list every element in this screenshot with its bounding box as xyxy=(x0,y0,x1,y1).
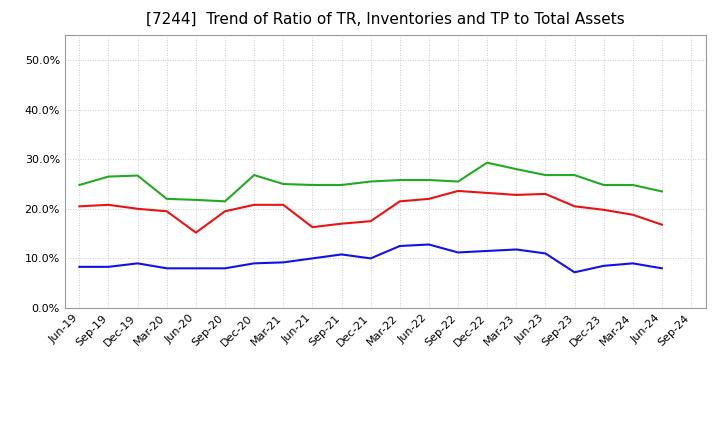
Trade Receivables xyxy=(220,209,229,214)
Inventories xyxy=(657,266,666,271)
Trade Payables xyxy=(657,189,666,194)
Inventories xyxy=(599,263,608,268)
Inventories xyxy=(366,256,375,261)
Trade Payables xyxy=(599,182,608,187)
Trade Payables xyxy=(395,177,404,183)
Inventories xyxy=(337,252,346,257)
Inventories xyxy=(104,264,113,269)
Trade Receivables xyxy=(133,206,142,212)
Inventories xyxy=(220,266,229,271)
Trade Receivables xyxy=(308,224,317,230)
Trade Payables xyxy=(308,182,317,187)
Line: Trade Payables: Trade Payables xyxy=(79,163,662,202)
Trade Payables xyxy=(220,199,229,204)
Trade Receivables xyxy=(629,212,637,217)
Line: Trade Receivables: Trade Receivables xyxy=(79,191,662,233)
Title: [7244]  Trend of Ratio of TR, Inventories and TP to Total Assets: [7244] Trend of Ratio of TR, Inventories… xyxy=(146,12,624,27)
Line: Inventories: Inventories xyxy=(79,245,662,272)
Trade Receivables xyxy=(541,191,550,197)
Inventories xyxy=(163,266,171,271)
Inventories xyxy=(395,243,404,249)
Trade Receivables xyxy=(657,222,666,227)
Trade Receivables xyxy=(425,196,433,202)
Trade Payables xyxy=(366,179,375,184)
Inventories xyxy=(570,270,579,275)
Inventories xyxy=(425,242,433,247)
Inventories xyxy=(454,250,462,255)
Trade Receivables xyxy=(483,190,492,195)
Trade Receivables xyxy=(395,199,404,204)
Trade Payables xyxy=(425,177,433,183)
Trade Receivables xyxy=(192,230,200,235)
Trade Payables xyxy=(512,166,521,172)
Trade Payables xyxy=(279,181,287,187)
Trade Payables xyxy=(104,174,113,179)
Trade Receivables xyxy=(337,221,346,226)
Trade Payables xyxy=(570,172,579,178)
Trade Receivables xyxy=(163,209,171,214)
Trade Payables xyxy=(250,172,258,178)
Trade Receivables xyxy=(599,207,608,213)
Trade Receivables xyxy=(104,202,113,208)
Inventories xyxy=(308,256,317,261)
Trade Receivables xyxy=(250,202,258,208)
Inventories xyxy=(629,261,637,266)
Inventories xyxy=(75,264,84,269)
Inventories xyxy=(483,248,492,253)
Inventories xyxy=(192,266,200,271)
Inventories xyxy=(512,247,521,252)
Trade Receivables xyxy=(570,204,579,209)
Trade Receivables xyxy=(279,202,287,208)
Trade Payables xyxy=(163,196,171,202)
Trade Payables xyxy=(629,182,637,187)
Trade Payables xyxy=(337,182,346,187)
Trade Receivables xyxy=(454,188,462,194)
Trade Payables xyxy=(541,172,550,178)
Inventories xyxy=(541,251,550,256)
Trade Payables xyxy=(75,182,84,187)
Trade Receivables xyxy=(512,192,521,198)
Trade Payables xyxy=(454,179,462,184)
Trade Payables xyxy=(192,197,200,202)
Trade Payables xyxy=(133,173,142,178)
Inventories xyxy=(279,260,287,265)
Inventories xyxy=(250,261,258,266)
Trade Receivables xyxy=(366,219,375,224)
Inventories xyxy=(133,261,142,266)
Trade Payables xyxy=(483,160,492,165)
Trade Receivables xyxy=(75,204,84,209)
